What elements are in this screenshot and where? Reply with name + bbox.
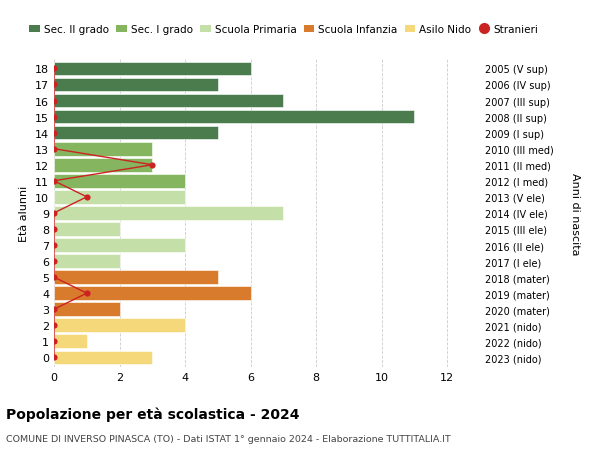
Y-axis label: Età alunni: Età alunni [19, 185, 29, 241]
Y-axis label: Anni di nascita: Anni di nascita [570, 172, 580, 255]
Point [49, 82, 59, 89]
Bar [54, 207, 283, 220]
Point [148, 162, 157, 169]
Text: COMUNE DI INVERSO PINASCA (TO) - Dati ISTAT 1° gennaio 2024 - Elaborazione TUTTI: COMUNE DI INVERSO PINASCA (TO) - Dati IS… [6, 434, 451, 443]
Point [49, 210, 59, 217]
Point [49, 114, 59, 121]
Bar [54, 255, 119, 269]
Bar [54, 223, 119, 236]
Bar [54, 335, 87, 348]
Point [49, 130, 59, 137]
Legend: Sec. II grado, Sec. I grado, Scuola Primaria, Scuola Infanzia, Asilo Nido, Stran: Sec. II grado, Sec. I grado, Scuola Prim… [29, 25, 538, 35]
Bar [54, 111, 415, 124]
Bar [54, 351, 152, 364]
Bar [54, 143, 152, 156]
Point [49, 242, 59, 249]
Point [82, 290, 92, 297]
Point [49, 178, 59, 185]
Point [49, 258, 59, 265]
Point [82, 194, 92, 201]
Bar [54, 303, 119, 316]
Bar [54, 319, 185, 332]
Bar [54, 271, 218, 284]
Bar [54, 287, 251, 300]
Text: Popolazione per età scolastica - 2024: Popolazione per età scolastica - 2024 [6, 406, 299, 421]
Bar [54, 127, 218, 140]
Point [49, 322, 59, 329]
Point [49, 354, 59, 361]
Point [49, 146, 59, 153]
Point [49, 98, 59, 105]
Point [49, 66, 59, 73]
Point [49, 226, 59, 233]
Bar [54, 174, 185, 188]
Point [49, 274, 59, 281]
Bar [54, 239, 185, 252]
Point [49, 338, 59, 345]
Bar [54, 190, 185, 204]
Point [49, 306, 59, 313]
Bar [54, 158, 152, 172]
Bar [54, 95, 283, 108]
Bar [54, 78, 218, 92]
Bar [54, 62, 251, 76]
